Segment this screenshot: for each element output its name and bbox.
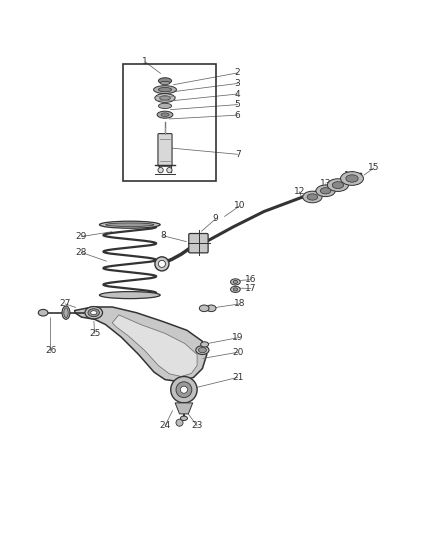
Ellipse shape <box>99 221 160 228</box>
Polygon shape <box>112 315 197 376</box>
Circle shape <box>158 260 165 268</box>
Text: 28: 28 <box>76 248 87 257</box>
Ellipse shape <box>106 223 154 227</box>
Text: 26: 26 <box>45 346 56 356</box>
Text: 16: 16 <box>245 275 257 284</box>
Text: 24: 24 <box>159 421 171 430</box>
Text: 3: 3 <box>235 79 241 88</box>
Ellipse shape <box>158 87 172 92</box>
Text: 12: 12 <box>293 187 305 196</box>
Ellipse shape <box>88 309 99 317</box>
Ellipse shape <box>303 191 322 203</box>
Circle shape <box>155 257 169 271</box>
Text: 4: 4 <box>235 90 240 99</box>
Text: 10: 10 <box>234 201 246 211</box>
Circle shape <box>176 382 192 398</box>
Text: 29: 29 <box>76 232 87 241</box>
Text: 7: 7 <box>235 150 241 159</box>
Ellipse shape <box>233 280 238 284</box>
Ellipse shape <box>157 111 173 118</box>
Text: 18: 18 <box>234 300 246 309</box>
Ellipse shape <box>91 311 97 314</box>
FancyBboxPatch shape <box>158 134 172 166</box>
Circle shape <box>167 167 172 173</box>
Ellipse shape <box>320 188 331 194</box>
Ellipse shape <box>233 288 238 291</box>
Ellipse shape <box>161 113 169 116</box>
Ellipse shape <box>158 103 172 109</box>
Ellipse shape <box>341 172 363 185</box>
Ellipse shape <box>198 348 206 353</box>
Ellipse shape <box>316 185 335 197</box>
Ellipse shape <box>231 286 240 293</box>
Text: 13: 13 <box>320 179 331 188</box>
Circle shape <box>171 376 197 403</box>
Ellipse shape <box>231 279 240 285</box>
Text: 5: 5 <box>235 100 241 109</box>
Bar <box>123 64 216 181</box>
Text: 27: 27 <box>59 300 71 309</box>
Circle shape <box>158 167 163 173</box>
Ellipse shape <box>346 175 358 182</box>
Ellipse shape <box>196 346 209 354</box>
Ellipse shape <box>199 305 209 312</box>
Ellipse shape <box>201 342 209 347</box>
Text: 19: 19 <box>232 333 243 342</box>
Ellipse shape <box>206 305 216 312</box>
Ellipse shape <box>155 94 175 102</box>
Text: 1: 1 <box>142 58 148 67</box>
Text: 25: 25 <box>89 329 100 338</box>
Text: 21: 21 <box>232 373 243 382</box>
Polygon shape <box>75 307 207 382</box>
Polygon shape <box>175 403 193 414</box>
Ellipse shape <box>158 78 172 84</box>
Ellipse shape <box>154 86 176 94</box>
Ellipse shape <box>160 81 170 85</box>
Ellipse shape <box>85 306 103 319</box>
Circle shape <box>180 386 187 393</box>
Ellipse shape <box>38 309 48 316</box>
Text: 20: 20 <box>232 348 243 357</box>
Ellipse shape <box>99 292 160 298</box>
Ellipse shape <box>307 194 318 200</box>
Ellipse shape <box>160 96 170 100</box>
Text: 17: 17 <box>245 284 257 293</box>
Text: 8: 8 <box>160 231 166 240</box>
Text: 15: 15 <box>368 164 380 173</box>
Text: 2: 2 <box>235 68 240 77</box>
Ellipse shape <box>62 306 70 319</box>
Ellipse shape <box>64 308 68 318</box>
Ellipse shape <box>180 416 187 421</box>
FancyBboxPatch shape <box>189 233 208 253</box>
Text: 14: 14 <box>344 172 356 180</box>
Ellipse shape <box>332 182 344 189</box>
Text: 23: 23 <box>191 421 203 430</box>
Circle shape <box>176 419 183 426</box>
Text: 9: 9 <box>213 214 219 223</box>
Ellipse shape <box>327 179 348 191</box>
Text: 6: 6 <box>235 111 241 119</box>
